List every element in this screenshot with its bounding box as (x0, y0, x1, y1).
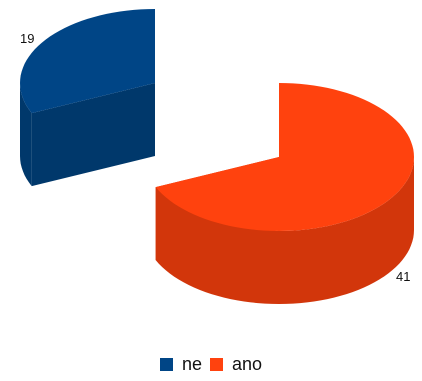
data-label-ano: 41 (396, 269, 410, 284)
pie-slice-ano-top (155, 83, 414, 231)
pie-slice-ne (20, 9, 156, 187)
pie-slice-ano-side-1 (155, 157, 414, 304)
pie-slice-ano (155, 83, 414, 304)
chart-legend: ne ano (0, 352, 422, 376)
legend-swatch-ano (209, 357, 223, 371)
legend-label-ano: ano (231, 353, 263, 374)
pie-slices (20, 9, 414, 304)
legend-entry-ano: ano (209, 353, 263, 375)
legend-label-ne: ne (181, 353, 202, 374)
pie-slice-ne-wall-1 (31, 83, 156, 187)
pie-slice-ne-side-1 (20, 83, 32, 187)
legend-swatch-ne (159, 357, 173, 371)
legend-entry-ne: ne (159, 353, 202, 375)
data-label-ne: 19 (20, 31, 34, 46)
pie-slice-ne-top (20, 9, 155, 114)
